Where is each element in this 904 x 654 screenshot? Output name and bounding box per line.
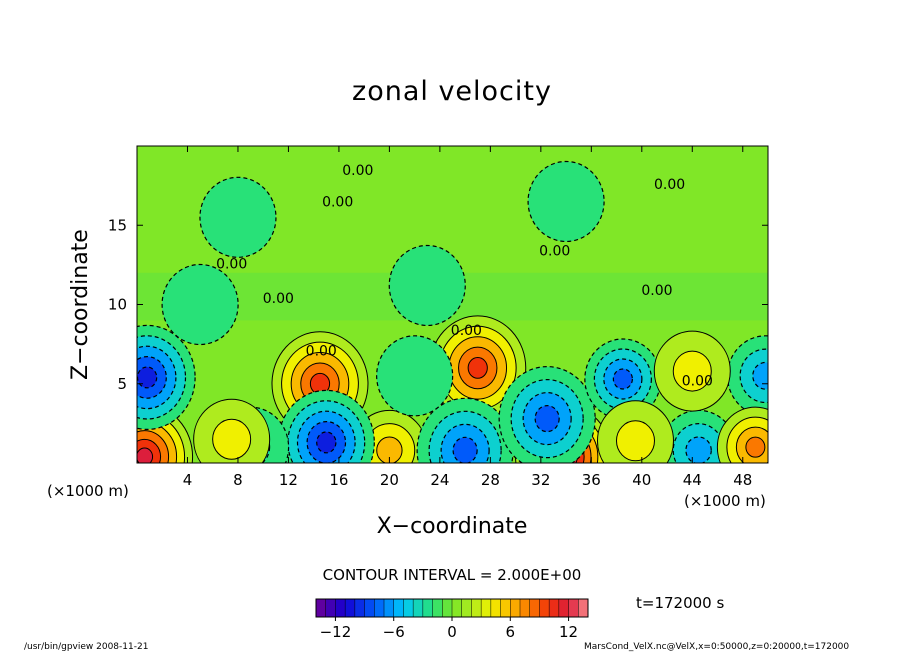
x-axis-label: X−coordinate bbox=[376, 514, 528, 539]
colorbar-tick-label: 12 bbox=[559, 623, 578, 641]
colorbar-cell bbox=[422, 599, 434, 617]
colorbar-cell bbox=[345, 599, 356, 617]
x-tick-label: 24 bbox=[430, 471, 449, 489]
colorbar-cell bbox=[471, 599, 482, 617]
colorbar-tick-label: −6 bbox=[383, 623, 405, 641]
x-unit-right: (×1000 m) bbox=[684, 492, 766, 510]
colorbar-cell bbox=[316, 599, 327, 617]
y-tick-label: 5 bbox=[117, 375, 127, 393]
contour-label: 0.00 bbox=[216, 256, 247, 272]
colorbar: −12 −6 0 6 12 bbox=[315, 598, 589, 641]
colorbar-cell bbox=[413, 599, 424, 617]
colorbar-cell bbox=[403, 599, 414, 617]
contour-label: 0.00 bbox=[263, 291, 294, 307]
contour-label: 0.00 bbox=[682, 374, 713, 390]
footer-right: MarsCond_VelX.nc@VelX,x=0:50000,z=0:2000… bbox=[584, 642, 850, 652]
colorbar-cell bbox=[529, 599, 540, 617]
colorbar-cell bbox=[510, 599, 521, 617]
colorbar-cell bbox=[335, 599, 346, 617]
colorbar-cell bbox=[364, 599, 375, 617]
heatmap-field bbox=[137, 146, 768, 463]
contour-label: 0.00 bbox=[342, 163, 373, 179]
x-tick-label: 8 bbox=[233, 471, 243, 489]
contour-label: 0.00 bbox=[322, 194, 353, 210]
x-unit-left: (×1000 m) bbox=[47, 482, 129, 500]
y-tick-label: 10 bbox=[108, 296, 127, 314]
contour-label: 0.00 bbox=[641, 283, 672, 299]
footer-left: /usr/bin/gpview 2008-11-21 bbox=[24, 642, 149, 652]
x-tick-label: 32 bbox=[531, 471, 550, 489]
colorbar-cell bbox=[432, 599, 443, 617]
colorbar-cell bbox=[374, 599, 385, 617]
y-tick-label: 15 bbox=[108, 216, 127, 234]
colorbar-cell bbox=[481, 599, 492, 617]
contour-labels: 0.00 0.00 0.00 0.00 0.00 0.00 0.00 0.00 0.00 0.00 bbox=[216, 163, 713, 390]
y-axis: 5 10 15 bbox=[108, 216, 768, 393]
x-tick-label: 44 bbox=[683, 471, 702, 489]
colorbar-cell bbox=[500, 599, 511, 617]
colorbar-cell bbox=[568, 599, 579, 617]
contour-label: 0.00 bbox=[306, 343, 337, 359]
x-tick-label: 48 bbox=[733, 471, 752, 489]
contour-label: 0.00 bbox=[539, 244, 570, 260]
colorbar-cell bbox=[549, 599, 560, 617]
x-axis: 4 8 12 16 20 24 28 32 36 40 44 48 bbox=[183, 146, 752, 489]
colorbar-cell bbox=[384, 599, 395, 617]
contour-label: 0.00 bbox=[654, 177, 685, 193]
colorbar-cell bbox=[452, 599, 463, 617]
chart-title: zonal velocity bbox=[352, 76, 552, 107]
contour-interval-label: CONTOUR INTERVAL = 2.000E+00 bbox=[322, 566, 582, 584]
x-tick-label: 16 bbox=[329, 471, 348, 489]
colorbar-cell bbox=[539, 599, 550, 617]
x-tick-label: 28 bbox=[481, 471, 500, 489]
colorbar-cell bbox=[325, 599, 336, 617]
colorbar-cell bbox=[490, 599, 502, 617]
colorbar-cell bbox=[442, 599, 453, 617]
y-axis-label: Z−coordinate bbox=[68, 229, 93, 380]
colorbar-cell bbox=[578, 599, 589, 617]
x-tick-label: 40 bbox=[632, 471, 651, 489]
contour-label: 0.00 bbox=[451, 323, 482, 339]
x-tick-label: 36 bbox=[582, 471, 601, 489]
x-tick-label: 4 bbox=[183, 471, 193, 489]
colorbar-cell bbox=[393, 599, 404, 617]
colorbar-tick-label: −12 bbox=[320, 623, 352, 641]
time-label: t=172000 s bbox=[636, 594, 725, 612]
x-tick-label: 20 bbox=[380, 471, 399, 489]
colorbar-tick-label: 0 bbox=[447, 623, 457, 641]
colorbar-cell bbox=[520, 599, 531, 617]
x-tick-label: 12 bbox=[279, 471, 298, 489]
colorbar-cell bbox=[461, 599, 472, 617]
colorbar-cell bbox=[558, 599, 570, 617]
colorbar-tick-label: 6 bbox=[506, 623, 516, 641]
colorbar-cell bbox=[354, 599, 366, 617]
